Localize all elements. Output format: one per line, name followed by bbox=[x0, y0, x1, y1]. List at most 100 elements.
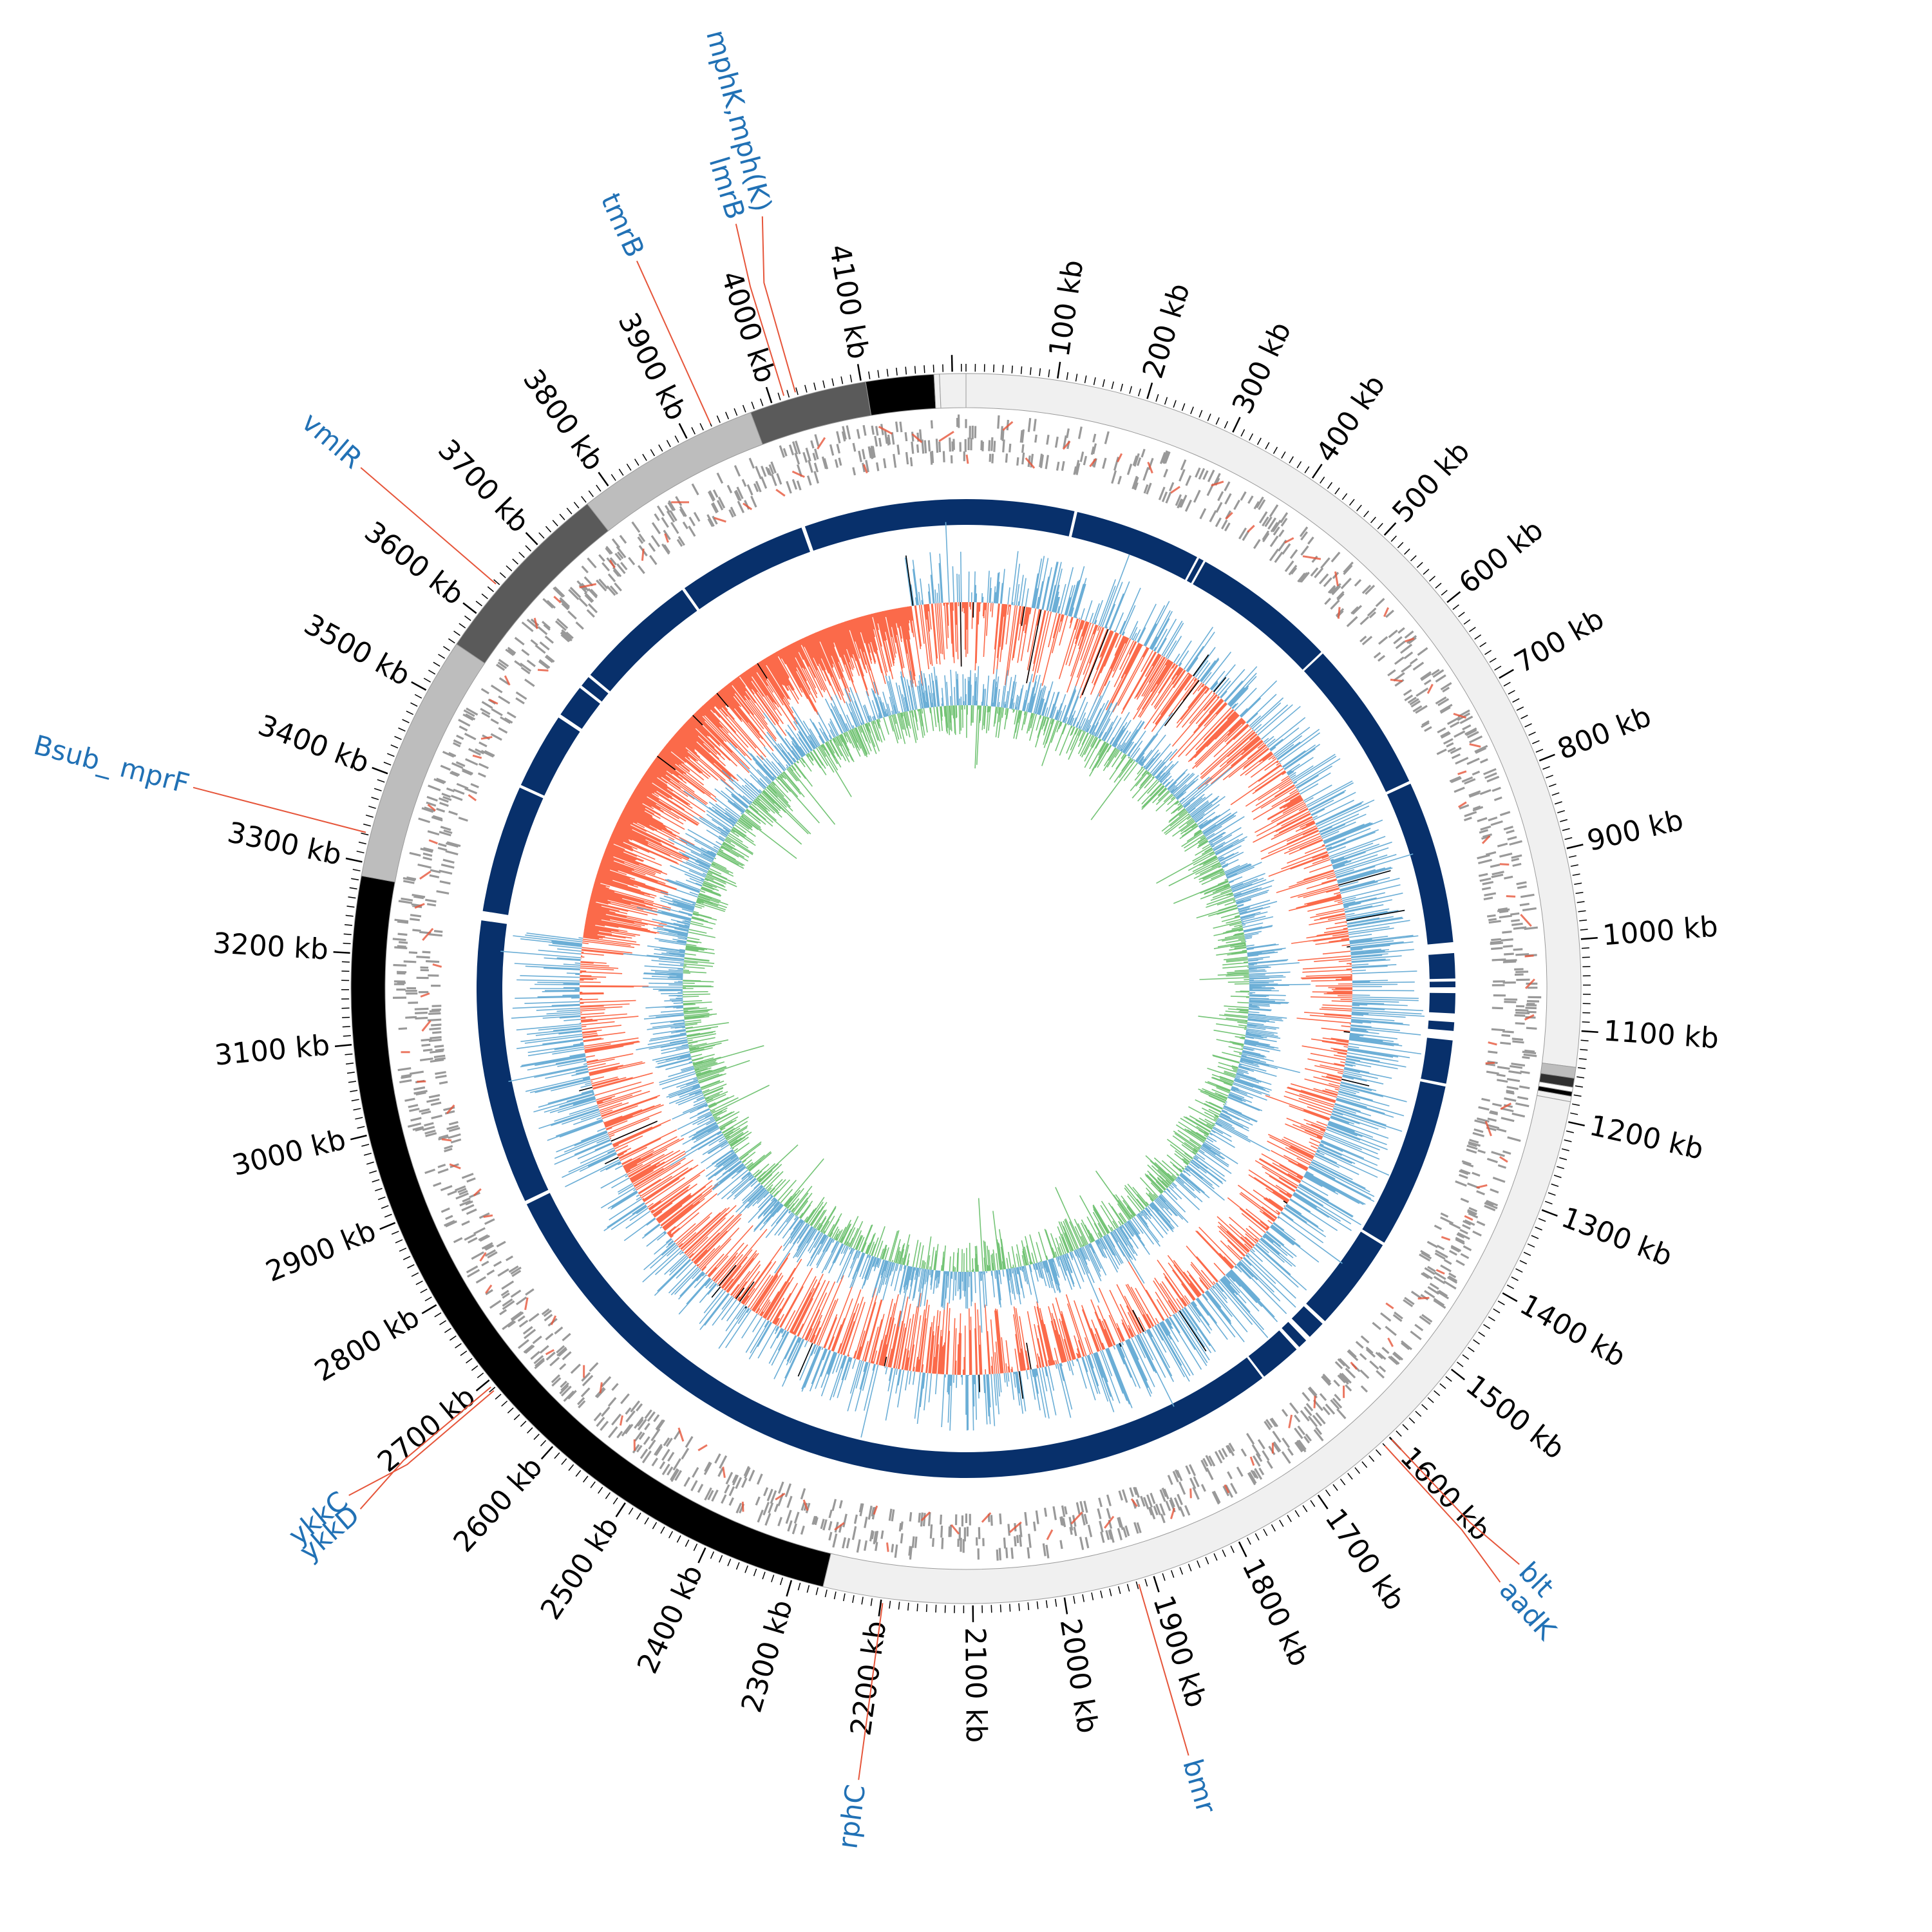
alignment-block bbox=[1387, 783, 1454, 945]
tick-label: 2700 kb bbox=[372, 1380, 482, 1479]
gc-skew-track bbox=[623, 666, 1311, 1333]
gene-leader-line bbox=[1391, 1439, 1520, 1565]
gc-skew-negative bbox=[682, 705, 1250, 1273]
tick-label: 1300 kb bbox=[1557, 1201, 1677, 1273]
tick-label: 3900 kb bbox=[611, 308, 693, 426]
alignment-block bbox=[1071, 511, 1197, 580]
tick-ring bbox=[333, 355, 1598, 1622]
tick-label: 2500 kb bbox=[535, 1511, 626, 1626]
alignment-track bbox=[476, 499, 1455, 1478]
tick-label: 2600 kb bbox=[447, 1451, 549, 1558]
tick-label: 3200 kb bbox=[212, 927, 329, 966]
gene-leader-line bbox=[359, 1387, 491, 1510]
alignment-block bbox=[1303, 653, 1410, 792]
contig-segment bbox=[939, 373, 967, 409]
alignment-block bbox=[582, 677, 609, 702]
tick-label: 2100 kb bbox=[958, 1627, 992, 1743]
contig-ring bbox=[350, 373, 1582, 1604]
alignment-block bbox=[1421, 1037, 1453, 1084]
gene-leader-line bbox=[858, 1603, 884, 1780]
tick-label: 2200 kb bbox=[844, 1619, 893, 1738]
alignment-block bbox=[1428, 1020, 1455, 1031]
tick-label: 3400 kb bbox=[254, 709, 374, 780]
gene-leader-line bbox=[193, 786, 366, 833]
tick-label: 600 kb bbox=[1453, 513, 1549, 600]
contig-segment bbox=[865, 374, 936, 416]
gene-label: rphC bbox=[831, 1783, 871, 1851]
tick-label: 1200 kb bbox=[1587, 1109, 1707, 1166]
gene-label: Bsub_ mprF bbox=[30, 729, 193, 800]
alignment-block bbox=[1193, 562, 1321, 670]
alignment-block bbox=[1428, 952, 1455, 980]
alignment-block bbox=[1248, 1330, 1297, 1377]
tick-label: 1400 kb bbox=[1514, 1288, 1631, 1374]
alignment-block bbox=[684, 527, 810, 609]
tick-label: 800 kb bbox=[1553, 700, 1656, 766]
alignment-block bbox=[476, 920, 549, 1201]
minor-ticks bbox=[341, 363, 1591, 1613]
alignment-block bbox=[1306, 1231, 1383, 1321]
alignment-block bbox=[1362, 1081, 1446, 1243]
contig-segment bbox=[587, 412, 763, 531]
tick-label: 1600 kb bbox=[1394, 1441, 1497, 1547]
tick-label: 3600 kb bbox=[358, 515, 469, 612]
alignment-block bbox=[966, 499, 1075, 536]
gene-leader-line bbox=[1384, 1445, 1501, 1583]
cds-features bbox=[392, 414, 1542, 1561]
gene-leader-line bbox=[1138, 1584, 1189, 1756]
gc-content-extreme bbox=[579, 555, 1405, 1399]
tick-label: 2400 kb bbox=[631, 1560, 710, 1678]
tick-label: 300 kb bbox=[1226, 317, 1298, 419]
contig-segment bbox=[750, 381, 872, 445]
gene-label: bmr bbox=[1177, 1756, 1222, 1817]
alignment-block bbox=[560, 688, 600, 729]
major-ticks bbox=[333, 355, 1598, 1622]
alignment-block bbox=[1186, 558, 1204, 583]
tick-label: 3300 kb bbox=[225, 816, 345, 872]
tick-label: 2800 kb bbox=[309, 1301, 425, 1388]
gene-leader-line bbox=[360, 467, 497, 585]
tick-label: 2300 kb bbox=[735, 1596, 800, 1716]
tick-label: 1000 kb bbox=[1602, 910, 1719, 952]
gene-leader-line bbox=[636, 260, 712, 424]
cds-rna-features bbox=[401, 421, 1535, 1552]
alignment-block bbox=[1282, 1321, 1307, 1347]
tick-label: 1500 kb bbox=[1459, 1368, 1571, 1466]
tick-label: 3500 kb bbox=[299, 608, 416, 692]
tick-label: 3800 kb bbox=[516, 363, 611, 477]
alignment-block bbox=[590, 589, 697, 692]
tick-label: 100 kb bbox=[1043, 258, 1090, 359]
tick-label: 1900 kb bbox=[1146, 1591, 1213, 1711]
tick-label: 4000 kb bbox=[714, 267, 782, 386]
tick-label: 3100 kb bbox=[213, 1029, 331, 1072]
tick-label: 700 kb bbox=[1509, 602, 1609, 679]
gc-content-track bbox=[500, 522, 1425, 1438]
tick-label: 200 kb bbox=[1137, 279, 1197, 383]
gene-label: vmlR bbox=[296, 406, 368, 475]
tick-label: 1100 kb bbox=[1602, 1014, 1719, 1055]
tick-label: 3000 kb bbox=[229, 1123, 349, 1182]
alignment-block bbox=[482, 788, 544, 915]
cds-track bbox=[392, 414, 1542, 1561]
alignment-block bbox=[1429, 981, 1455, 988]
tick-label: 3700 kb bbox=[431, 433, 535, 539]
gene-leader-line bbox=[348, 1390, 495, 1496]
tick-label: 2000 kb bbox=[1054, 1616, 1104, 1736]
alignment-block bbox=[1291, 1306, 1323, 1337]
tick-label: 1700 kb bbox=[1318, 1503, 1411, 1616]
alignment-block bbox=[520, 717, 580, 796]
tick-label: 4100 kb bbox=[823, 242, 875, 361]
gc-skew-positive bbox=[623, 666, 1311, 1333]
tick-label: 1800 kb bbox=[1235, 1553, 1316, 1671]
tick-label: 500 kb bbox=[1386, 435, 1476, 529]
alignment-block bbox=[804, 499, 966, 551]
tick-label: 400 kb bbox=[1310, 369, 1392, 468]
tick-label: 2900 kb bbox=[261, 1215, 381, 1289]
gc-content-below bbox=[579, 601, 1353, 1376]
contig-segment bbox=[456, 503, 609, 664]
tick-label: 900 kb bbox=[1584, 804, 1687, 858]
alignment-block bbox=[1429, 992, 1455, 1014]
gene-leader-line bbox=[735, 223, 785, 396]
gene-label: tmrB bbox=[594, 188, 650, 261]
